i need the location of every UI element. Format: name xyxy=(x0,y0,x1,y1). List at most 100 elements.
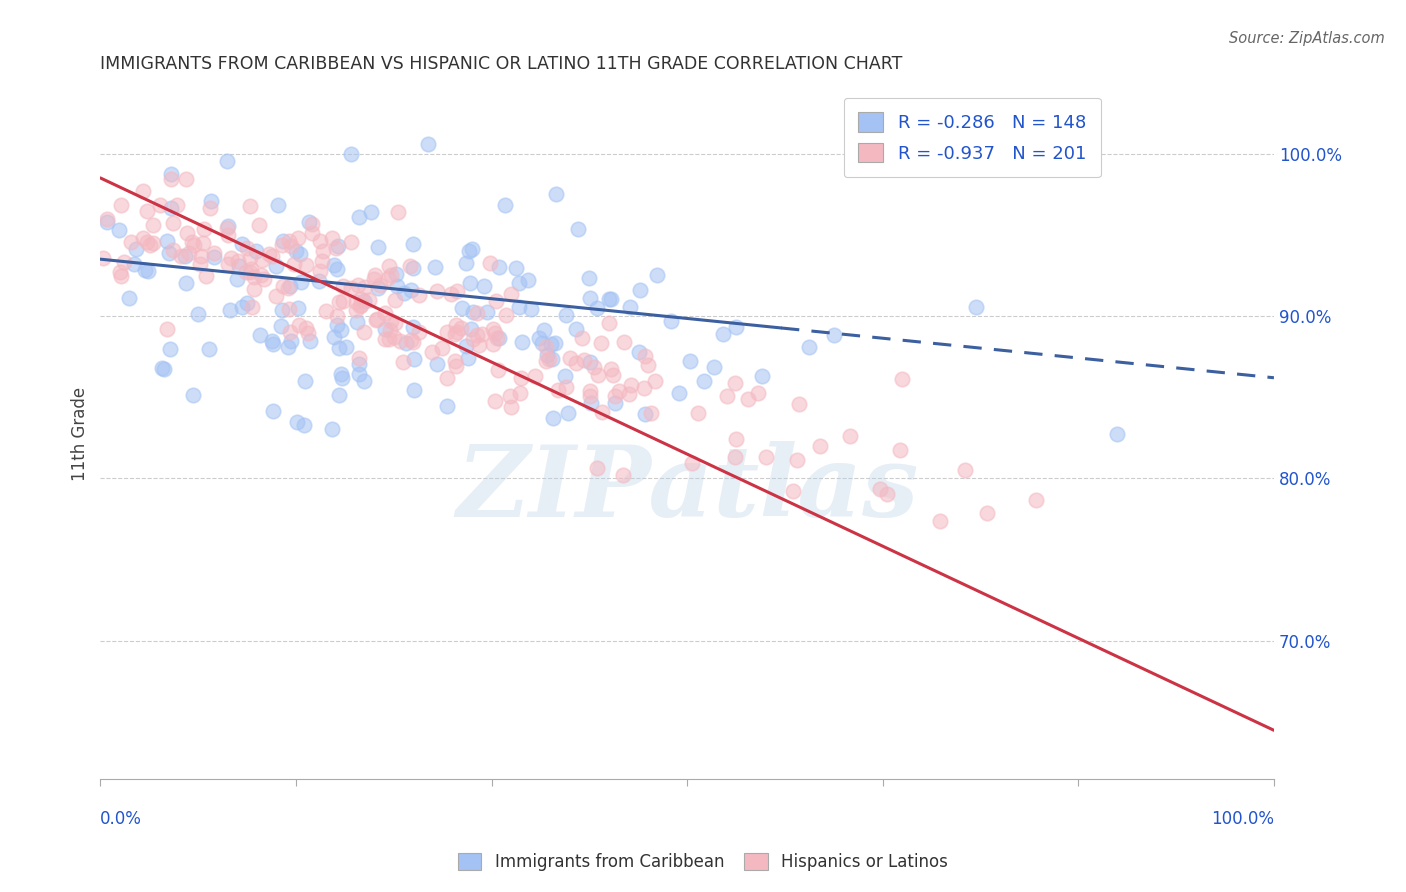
Point xyxy=(136,204,159,219)
Point xyxy=(869,482,891,496)
Point xyxy=(529,330,551,344)
Point xyxy=(271,302,294,317)
Point xyxy=(572,352,595,367)
Y-axis label: 11th Grade: 11th Grade xyxy=(72,387,89,481)
Point xyxy=(329,367,352,381)
Point xyxy=(278,279,301,293)
Point xyxy=(204,246,226,260)
Point xyxy=(301,227,323,241)
Point xyxy=(505,260,527,275)
Point xyxy=(125,242,148,256)
Point xyxy=(287,301,309,315)
Point xyxy=(399,259,422,273)
Point xyxy=(391,355,413,369)
Point xyxy=(557,406,579,420)
Point xyxy=(499,401,522,415)
Point xyxy=(460,321,482,335)
Point xyxy=(354,280,377,294)
Point xyxy=(190,249,212,263)
Point xyxy=(156,235,179,249)
Point xyxy=(215,221,238,235)
Point xyxy=(432,342,454,356)
Point xyxy=(108,223,131,237)
Point xyxy=(249,327,271,342)
Point xyxy=(290,275,312,289)
Point xyxy=(530,336,553,351)
Point xyxy=(634,349,657,363)
Point xyxy=(312,244,335,259)
Point xyxy=(118,291,141,305)
Point xyxy=(725,320,748,334)
Point xyxy=(468,338,491,352)
Point xyxy=(797,340,820,354)
Point xyxy=(659,314,682,328)
Point xyxy=(96,214,118,228)
Point xyxy=(198,201,221,215)
Point xyxy=(388,334,411,348)
Text: 100.0%: 100.0% xyxy=(1211,810,1274,828)
Point xyxy=(711,326,734,341)
Point xyxy=(262,337,284,351)
Point xyxy=(301,217,323,231)
Point xyxy=(384,268,406,282)
Point xyxy=(395,335,418,350)
Point xyxy=(217,219,239,234)
Point xyxy=(426,284,449,298)
Point xyxy=(162,216,184,230)
Point xyxy=(378,260,401,274)
Point xyxy=(619,300,641,314)
Point xyxy=(284,244,307,259)
Point xyxy=(367,240,389,254)
Point xyxy=(380,314,402,328)
Point xyxy=(512,334,534,349)
Point xyxy=(443,326,465,341)
Point xyxy=(578,355,600,369)
Point xyxy=(955,463,977,477)
Point xyxy=(368,278,391,293)
Point xyxy=(277,301,299,316)
Point xyxy=(394,285,416,300)
Point xyxy=(249,268,271,283)
Point xyxy=(524,369,547,384)
Point xyxy=(598,316,620,330)
Point xyxy=(374,322,396,336)
Point xyxy=(876,487,898,501)
Point xyxy=(754,450,776,465)
Point xyxy=(374,332,396,346)
Point xyxy=(176,226,198,240)
Point xyxy=(401,236,423,251)
Point xyxy=(315,304,337,318)
Point xyxy=(402,320,425,334)
Point xyxy=(554,380,576,394)
Point xyxy=(613,334,636,349)
Point xyxy=(349,293,371,307)
Point xyxy=(533,323,555,337)
Point xyxy=(564,356,586,370)
Point xyxy=(678,354,700,368)
Point xyxy=(96,212,118,227)
Point xyxy=(751,369,773,384)
Point xyxy=(328,239,350,253)
Point xyxy=(965,301,987,315)
Point xyxy=(249,218,271,232)
Point xyxy=(283,257,305,271)
Point xyxy=(264,259,287,273)
Point xyxy=(399,283,422,297)
Point xyxy=(461,243,484,257)
Point xyxy=(484,326,506,340)
Point xyxy=(335,341,357,355)
Point xyxy=(253,272,276,286)
Point xyxy=(344,295,367,310)
Point xyxy=(377,332,399,346)
Point xyxy=(347,351,370,366)
Point xyxy=(364,268,387,282)
Legend: R = -0.286   N = 148, R = -0.937   N = 201: R = -0.286 N = 148, R = -0.937 N = 201 xyxy=(844,97,1101,178)
Point xyxy=(160,201,183,215)
Point xyxy=(540,351,562,366)
Point xyxy=(645,268,668,283)
Point xyxy=(891,372,914,386)
Point xyxy=(544,336,567,351)
Point xyxy=(628,283,651,297)
Point xyxy=(198,342,221,356)
Point xyxy=(295,258,318,272)
